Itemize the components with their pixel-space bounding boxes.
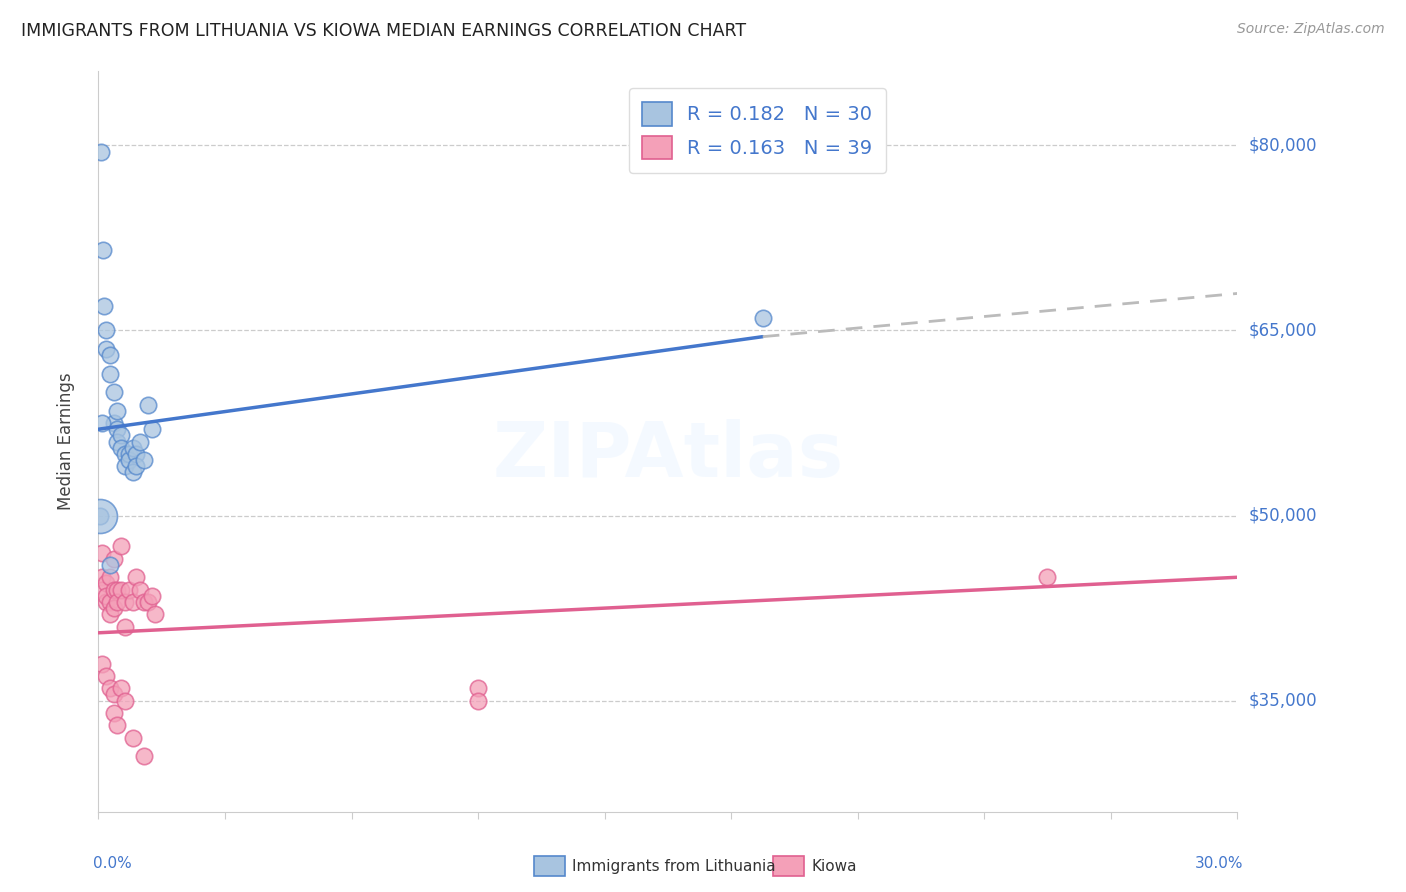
Point <box>118 582 141 597</box>
Point <box>90 145 112 159</box>
Text: $80,000: $80,000 <box>1249 136 1317 154</box>
Text: Source: ZipAtlas.com: Source: ZipAtlas.com <box>1237 22 1385 37</box>
Point <box>107 595 129 609</box>
Point <box>103 601 125 615</box>
Point <box>94 342 117 356</box>
Point <box>103 706 125 720</box>
Text: IMMIGRANTS FROM LITHUANIA VS KIOWA MEDIAN EARNINGS CORRELATION CHART: IMMIGRANTS FROM LITHUANIA VS KIOWA MEDIA… <box>21 22 747 40</box>
Point <box>114 619 136 633</box>
Point <box>132 595 155 609</box>
Point <box>136 398 159 412</box>
Point <box>114 447 136 461</box>
Point <box>94 595 117 609</box>
Text: ZIPAtlas: ZIPAtlas <box>492 419 844 493</box>
Point <box>114 694 136 708</box>
Point <box>145 607 167 622</box>
Point <box>107 422 129 436</box>
Point <box>121 731 143 745</box>
Point <box>136 595 159 609</box>
Point <box>121 466 143 480</box>
Point <box>110 441 132 455</box>
Point <box>98 367 121 381</box>
Point <box>467 681 489 696</box>
Point <box>103 688 125 702</box>
Point <box>110 540 132 554</box>
Point <box>132 453 155 467</box>
Point <box>125 459 148 474</box>
Point <box>98 607 121 622</box>
Point <box>93 299 115 313</box>
Point <box>141 589 163 603</box>
Point <box>467 694 489 708</box>
Point <box>1036 570 1059 584</box>
Text: $65,000: $65,000 <box>1249 321 1317 340</box>
Point <box>94 589 117 603</box>
Point <box>89 508 111 523</box>
Text: 0.0%: 0.0% <box>93 856 132 871</box>
Point <box>110 681 132 696</box>
Point <box>118 453 141 467</box>
Legend: R = 0.182   N = 30, R = 0.163   N = 39: R = 0.182 N = 30, R = 0.163 N = 39 <box>628 88 886 173</box>
Point <box>91 570 114 584</box>
Point <box>91 582 114 597</box>
Point <box>98 558 121 572</box>
Point <box>132 749 155 764</box>
Point <box>121 595 143 609</box>
Point <box>91 244 114 258</box>
Point <box>129 434 152 449</box>
Y-axis label: Median Earnings: Median Earnings <box>56 373 75 510</box>
Point <box>103 551 125 566</box>
Text: $35,000: $35,000 <box>1249 691 1317 710</box>
Point <box>91 657 114 671</box>
Point <box>129 582 152 597</box>
Point <box>91 546 114 560</box>
Text: Immigrants from Lithuania: Immigrants from Lithuania <box>572 859 776 873</box>
Point <box>752 311 775 326</box>
Point <box>110 428 132 442</box>
Text: 30.0%: 30.0% <box>1195 856 1243 871</box>
Point <box>103 385 125 400</box>
Point <box>107 582 129 597</box>
Point <box>107 403 129 417</box>
Point <box>98 595 121 609</box>
Point <box>94 576 117 591</box>
Point <box>91 416 114 430</box>
Point <box>98 681 121 696</box>
Point <box>107 718 129 732</box>
Point <box>103 582 125 597</box>
Point <box>94 669 117 683</box>
Point <box>141 422 163 436</box>
Point <box>121 441 143 455</box>
Point <box>118 447 141 461</box>
Point <box>125 570 148 584</box>
Point <box>98 570 121 584</box>
Point <box>103 416 125 430</box>
Point <box>107 434 129 449</box>
Point <box>94 324 117 338</box>
Point <box>110 582 132 597</box>
Point <box>114 595 136 609</box>
Point <box>98 348 121 362</box>
Point <box>114 459 136 474</box>
Text: Kiowa: Kiowa <box>811 859 856 873</box>
Text: $50,000: $50,000 <box>1249 507 1317 524</box>
Point <box>125 447 148 461</box>
Point <box>89 508 111 523</box>
